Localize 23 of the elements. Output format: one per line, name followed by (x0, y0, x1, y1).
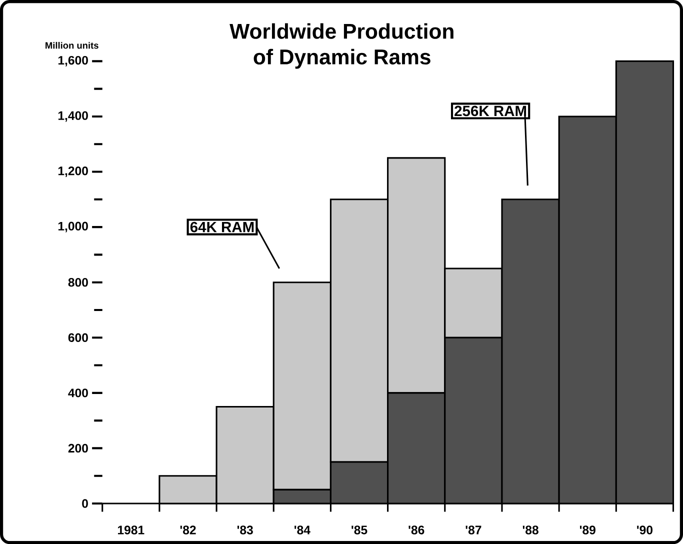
x-tick-label: 1981 (118, 526, 144, 534)
y-tick-label: 400 (68, 388, 88, 398)
x-tick-label: '88 (522, 526, 538, 534)
y-tick-label: 1,600 (58, 56, 88, 66)
x-tick-label: '86 (408, 526, 424, 534)
y-tick-label: 1,400 (58, 111, 88, 122)
text: 64K RAM (190, 222, 254, 232)
text: 256K RAM (454, 106, 526, 116)
x-tick-label: '90 (637, 526, 652, 534)
y-tick-label: 1,200 (58, 166, 88, 177)
x-tick-label: '83 (237, 526, 253, 534)
x-tick-label: '84 (294, 526, 310, 534)
chart-title: Worldwide Production of Dynamic Rams (230, 23, 454, 69)
y-tick-label: 800 (68, 278, 88, 287)
y-tick-label: 200 (68, 444, 88, 452)
x-tick-label: '87 (466, 526, 482, 534)
y-tick-label: 1,000 (58, 222, 88, 232)
x-tick-label: '89 (580, 526, 596, 534)
y-axis-title: Million units (46, 42, 98, 49)
x-tick-label: '85 (352, 526, 368, 534)
y-tick-label: 0 (82, 499, 88, 508)
y-tick-label: 600 (68, 333, 88, 342)
x-tick-label: '82 (180, 526, 196, 534)
